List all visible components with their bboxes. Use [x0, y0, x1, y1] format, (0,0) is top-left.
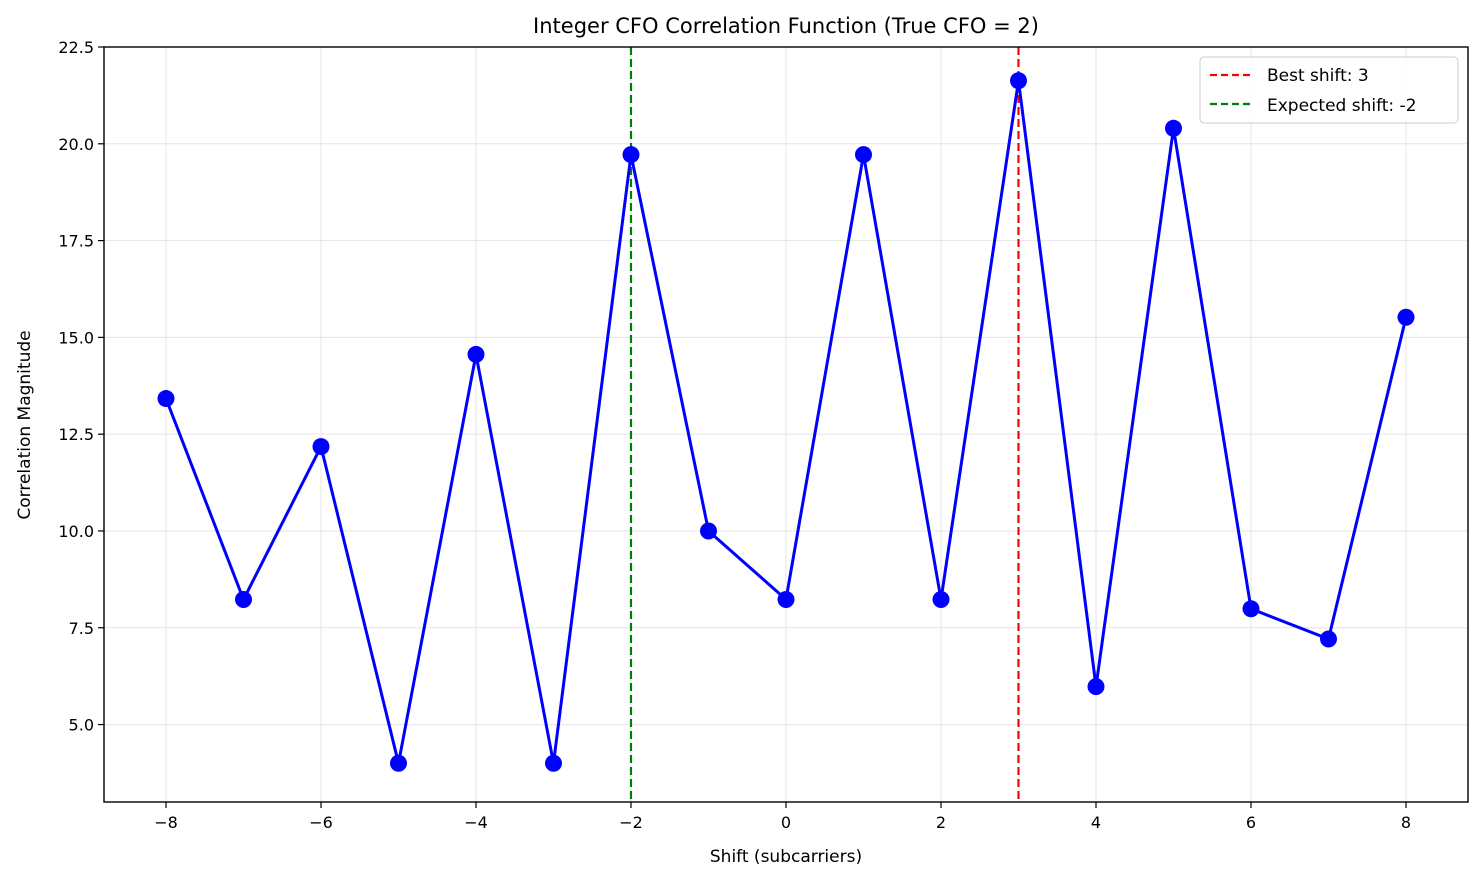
y-tick-label: 7.5 — [69, 619, 94, 638]
y-tick-label: 5.0 — [69, 716, 94, 735]
data-point — [312, 438, 330, 456]
data-point — [1397, 308, 1415, 326]
data-point — [855, 146, 872, 164]
series-correlation — [157, 72, 1415, 772]
data-point — [390, 754, 407, 772]
y-tick-label: 12.5 — [58, 425, 94, 444]
y-tick-label: 10.0 — [58, 522, 94, 541]
x-tick-label: −2 — [619, 813, 643, 832]
x-tick-label: −8 — [154, 813, 178, 832]
y-axis-label: Correlation Magnitude — [15, 330, 35, 519]
data-point — [157, 390, 175, 408]
x-tick-label: 8 — [1401, 813, 1411, 832]
reference-lines — [629, 47, 1020, 802]
x-tick-label: 0 — [781, 813, 791, 832]
y-tick-label: 17.5 — [58, 232, 94, 251]
x-axis-label: Shift (subcarriers) — [710, 847, 862, 867]
chart-title: Integer CFO Correlation Function (True C… — [533, 14, 1039, 38]
legend-box — [1199, 56, 1459, 124]
data-point — [700, 522, 717, 540]
data-point — [1320, 630, 1337, 648]
data-point — [467, 345, 485, 363]
y-tick-label: 15.0 — [58, 328, 94, 347]
y-tick-label: 20.0 — [58, 135, 94, 154]
x-tick-label: −4 — [464, 813, 488, 832]
x-tick-label: 4 — [1091, 813, 1101, 832]
legend-label-expected-shift: Expected shift: -2 — [1267, 96, 1417, 116]
data-point — [235, 591, 252, 609]
data-point — [545, 754, 562, 772]
legend-label-best-shift: Best shift: 3 — [1267, 66, 1369, 86]
data-point — [1242, 600, 1260, 618]
data-point — [1165, 119, 1182, 137]
data-point — [932, 591, 950, 609]
data-point — [622, 146, 640, 164]
x-tick-label: 6 — [1246, 813, 1256, 832]
data-point — [777, 591, 795, 609]
data-point — [1087, 678, 1105, 696]
x-tick-label: 2 — [936, 813, 946, 832]
legend: Best shift: 3 Expected shift: -2 — [1199, 56, 1459, 124]
y-tick-label: 22.5 — [58, 38, 94, 57]
x-tick-label: −6 — [309, 813, 333, 832]
data-point — [1010, 72, 1027, 90]
ticks: −8 −6 −4 −2 0 2 4 6 8 5.0 7.5 10.0 12.5 15.0 17.5 20.0 2… — [58, 38, 1411, 832]
